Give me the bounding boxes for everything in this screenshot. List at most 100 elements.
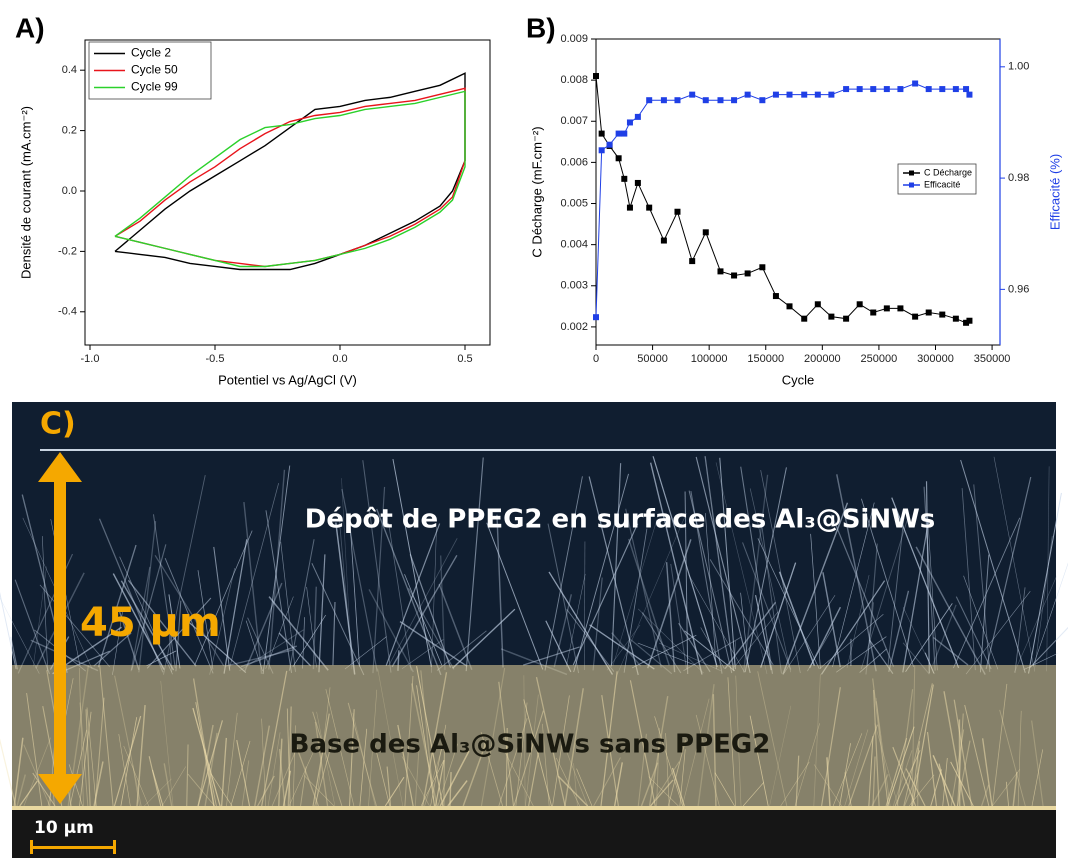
nanowire bbox=[112, 609, 124, 675]
arrow-head bbox=[38, 774, 82, 804]
scale-bar-end bbox=[30, 840, 33, 854]
x-tick-label: -1.0 bbox=[81, 353, 100, 365]
data-point bbox=[870, 86, 877, 93]
data-point bbox=[598, 147, 605, 154]
nanowire bbox=[14, 579, 50, 675]
data-point bbox=[744, 91, 751, 98]
y-tick-label: 0.4 bbox=[62, 64, 77, 76]
nanowire bbox=[734, 611, 779, 668]
scale-label: 10 µm bbox=[34, 818, 94, 838]
data-point bbox=[912, 313, 919, 320]
data-point bbox=[843, 315, 850, 322]
data-point bbox=[646, 97, 653, 104]
data-point bbox=[828, 91, 835, 98]
nanowire bbox=[724, 601, 777, 670]
data-point bbox=[593, 73, 599, 80]
nanowire bbox=[120, 580, 175, 671]
nanowire bbox=[588, 476, 639, 676]
nanowire bbox=[278, 632, 312, 667]
nanowire bbox=[292, 614, 326, 668]
nanowire bbox=[1029, 626, 1068, 669]
nanowire bbox=[965, 591, 1031, 675]
data-point bbox=[786, 91, 793, 98]
data-point bbox=[966, 91, 973, 98]
nanowire bbox=[0, 597, 40, 674]
nanowire bbox=[372, 486, 386, 674]
nanowire bbox=[888, 590, 910, 672]
nanowire bbox=[616, 513, 687, 675]
nanowire bbox=[953, 517, 1021, 669]
nanowire bbox=[670, 563, 688, 670]
nanowire bbox=[404, 574, 443, 666]
data-point bbox=[828, 313, 835, 320]
nanowire bbox=[925, 481, 930, 674]
nanowire bbox=[860, 498, 914, 667]
nanowire bbox=[1028, 492, 1062, 674]
nanowire bbox=[709, 559, 774, 666]
y2-tick-label: 0.96 bbox=[1008, 283, 1029, 295]
nanowire bbox=[641, 612, 682, 674]
nanowire bbox=[229, 483, 279, 669]
nanowire bbox=[637, 608, 704, 674]
y-tick-label: 0.007 bbox=[560, 115, 588, 127]
nanowire bbox=[719, 457, 736, 670]
panel-label: C) bbox=[40, 407, 76, 442]
nanowire bbox=[923, 486, 936, 671]
y-tick-label: 0.008 bbox=[560, 74, 588, 86]
nanowire bbox=[695, 456, 751, 674]
nanowire bbox=[225, 649, 294, 667]
scale-bar-end bbox=[113, 840, 116, 854]
nanowire bbox=[865, 602, 875, 675]
nanowire bbox=[545, 620, 572, 673]
data-point bbox=[702, 97, 709, 104]
data-point bbox=[786, 303, 793, 310]
nanowire bbox=[740, 592, 749, 668]
nanowire bbox=[311, 563, 365, 676]
data-point bbox=[689, 258, 696, 265]
nanowire bbox=[979, 554, 990, 673]
y-tick-label: 0.2 bbox=[62, 125, 77, 137]
nanowire bbox=[213, 546, 231, 671]
nanowire bbox=[993, 456, 1035, 668]
x-tick-label: 0 bbox=[593, 353, 599, 365]
base-layer bbox=[12, 665, 1056, 808]
nanowire bbox=[566, 609, 615, 672]
nanowire bbox=[830, 514, 895, 667]
nanowire bbox=[820, 580, 886, 675]
nanowire bbox=[486, 522, 544, 670]
data-point bbox=[717, 268, 724, 275]
nanowire bbox=[42, 536, 48, 672]
nanowire bbox=[612, 519, 658, 667]
nanowire bbox=[376, 508, 442, 676]
nanowire bbox=[860, 520, 908, 669]
nanowire bbox=[807, 626, 834, 672]
data-point bbox=[856, 86, 863, 93]
data-point bbox=[939, 311, 946, 318]
nanowire bbox=[523, 646, 580, 666]
nanowire bbox=[960, 459, 1026, 673]
data-point bbox=[615, 130, 622, 137]
nanowire bbox=[168, 594, 181, 669]
data-point bbox=[856, 301, 863, 308]
nanowire bbox=[265, 510, 292, 673]
nanowire bbox=[547, 523, 580, 674]
nanowire bbox=[1046, 466, 1050, 672]
nanowire bbox=[1014, 587, 1026, 674]
data-point bbox=[674, 97, 681, 104]
nanowire bbox=[344, 636, 387, 670]
data-point bbox=[621, 175, 628, 182]
nanowire bbox=[684, 491, 689, 674]
nanowire bbox=[164, 558, 214, 674]
nanowire bbox=[610, 463, 622, 667]
height-label: 45 µm bbox=[80, 600, 221, 646]
nanowire bbox=[810, 533, 821, 670]
nanowire bbox=[436, 630, 487, 671]
data-point bbox=[731, 272, 738, 279]
nanowire bbox=[832, 502, 875, 668]
nanowire bbox=[684, 630, 735, 672]
nanowire bbox=[820, 614, 884, 668]
nanowire bbox=[611, 632, 642, 667]
data-point bbox=[674, 208, 681, 215]
nanowire bbox=[637, 642, 696, 666]
